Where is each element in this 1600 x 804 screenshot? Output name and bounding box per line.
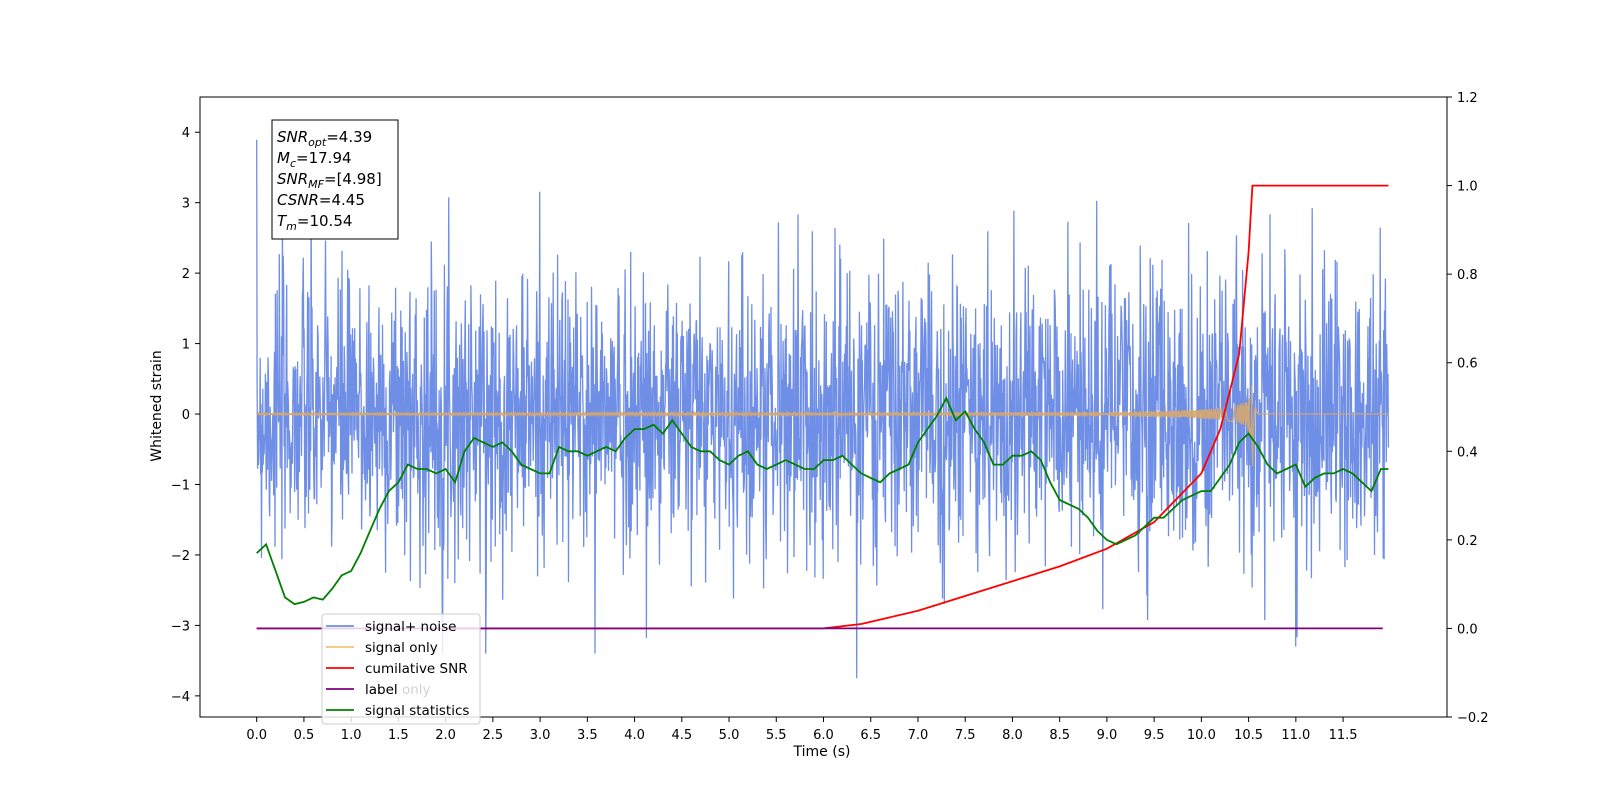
- x-tick-label: 0.0: [246, 728, 267, 743]
- annotation-symbol: M: [277, 149, 290, 167]
- x-tick-label: 10.0: [1187, 728, 1216, 743]
- legend-label: signal only: [365, 640, 438, 656]
- y-right-tick-label: 0.0: [1457, 622, 1478, 637]
- x-tick-label: 4.5: [671, 728, 692, 743]
- annotation-value: =4.45: [319, 191, 365, 209]
- annotation-symbol: SNR: [277, 128, 308, 146]
- annotation-line: SNRMF=[4.98]: [277, 170, 382, 191]
- y-right-tick-label: 0.8: [1457, 268, 1478, 283]
- x-tick-label: 3.5: [577, 728, 598, 743]
- y-axis-right: 1.2 1.0 0.8 0.6 0.4 0.2 0.0 −0.2: [1447, 91, 1489, 726]
- y-left-tick-label: 0: [182, 408, 190, 423]
- legend-frame: [321, 613, 481, 725]
- y-left-tick-label: −3: [171, 619, 190, 634]
- legend-label: signal statistics: [365, 703, 469, 719]
- annotation-value: =[4.98]: [324, 170, 382, 188]
- annotation-line: Mc=17.94: [277, 149, 352, 170]
- series-signal-only: [256, 385, 1389, 467]
- x-tick-label: 6.5: [860, 728, 881, 743]
- x-tick-label: 5.0: [719, 728, 740, 743]
- annotation-value: =17.94: [296, 149, 352, 167]
- y-left-tick-label: −2: [171, 549, 190, 564]
- x-tick-label: 5.5: [766, 728, 787, 743]
- series-cumulative-snr: [256, 184, 1389, 630]
- x-tick-label: 3.0: [530, 728, 551, 743]
- x-tick-label: 11.5: [1329, 728, 1358, 743]
- y-axis-left: 4 3 2 1 0 −1 −2 −3 −4: [171, 126, 200, 705]
- annotation-symbol: CSNR: [277, 191, 319, 209]
- x-tick-label: 2.0: [435, 728, 456, 743]
- x-tick-label: 10.5: [1234, 728, 1263, 743]
- legend-label: signal+ noise: [365, 619, 456, 635]
- annotation-symbol: SNR: [277, 170, 308, 188]
- x-axis-label: Time (s): [793, 744, 851, 760]
- x-axis: 0.0 0.5 1.0 1.5 2.0 2.5 3.0 3.5 4.0 4.5 5.0 5.5 6.0 6…: [246, 717, 1358, 743]
- series-signal-statistics: [256, 396, 1389, 606]
- x-tick-label: 7.5: [955, 728, 976, 743]
- x-tick-label: 2.5: [483, 728, 504, 743]
- x-tick-label: 4.0: [624, 728, 645, 743]
- annotation-value: =4.39: [326, 128, 372, 146]
- annotation-subscript: MF: [308, 178, 324, 191]
- y-right-tick-label: 1.0: [1457, 180, 1478, 195]
- annotation-line: SNRopt=4.39: [277, 128, 372, 149]
- y-left-tick-label: 3: [182, 197, 190, 212]
- y-right-tick-label: 0.2: [1457, 534, 1478, 549]
- y-axis-label: Whitened strain: [149, 350, 165, 461]
- legend-label: label: [365, 682, 398, 698]
- y-left-tick-label: 2: [182, 267, 190, 282]
- x-tick-label: 6.0: [813, 728, 834, 743]
- y-left-tick-label: −1: [171, 479, 190, 494]
- y-right-tick-label: 0.6: [1457, 357, 1478, 372]
- y-right-tick-label: 0.4: [1457, 445, 1478, 460]
- annotation-box: SNRopt=4.39Mc=17.94SNRMF=[4.98]CSNR=4.45…: [271, 119, 399, 240]
- annotation-symbol: T: [277, 212, 288, 230]
- x-tick-label: 0.5: [294, 728, 315, 743]
- legend-label: cumilative SNR: [365, 661, 468, 677]
- annotation-subscript: opt: [308, 136, 327, 149]
- annotation-line: CSNR=4.45: [277, 191, 365, 209]
- annotation-subscript: c: [290, 157, 296, 170]
- y-left-tick-label: 4: [182, 126, 190, 141]
- annotation-subscript: m: [286, 220, 297, 233]
- x-tick-label: 11.0: [1281, 728, 1310, 743]
- y-left-tick-label: 1: [182, 338, 190, 353]
- x-tick-label: 9.0: [1097, 728, 1118, 743]
- x-tick-label: 1.0: [341, 728, 362, 743]
- y-left-tick-label: −4: [171, 690, 190, 705]
- y-right-tick-label: 1.2: [1457, 91, 1478, 106]
- annotation-value: =10.54: [297, 212, 353, 230]
- annotation-line: Tm=10.54: [277, 212, 352, 233]
- x-tick-label: 8.5: [1049, 728, 1070, 743]
- x-tick-label: 8.0: [1002, 728, 1023, 743]
- y-right-tick-label: −0.2: [1457, 711, 1489, 726]
- x-tick-label: 7.0: [908, 728, 929, 743]
- x-tick-label: 9.5: [1144, 728, 1165, 743]
- annotation-frame: [271, 119, 399, 240]
- x-tick-label: 1.5: [388, 728, 409, 743]
